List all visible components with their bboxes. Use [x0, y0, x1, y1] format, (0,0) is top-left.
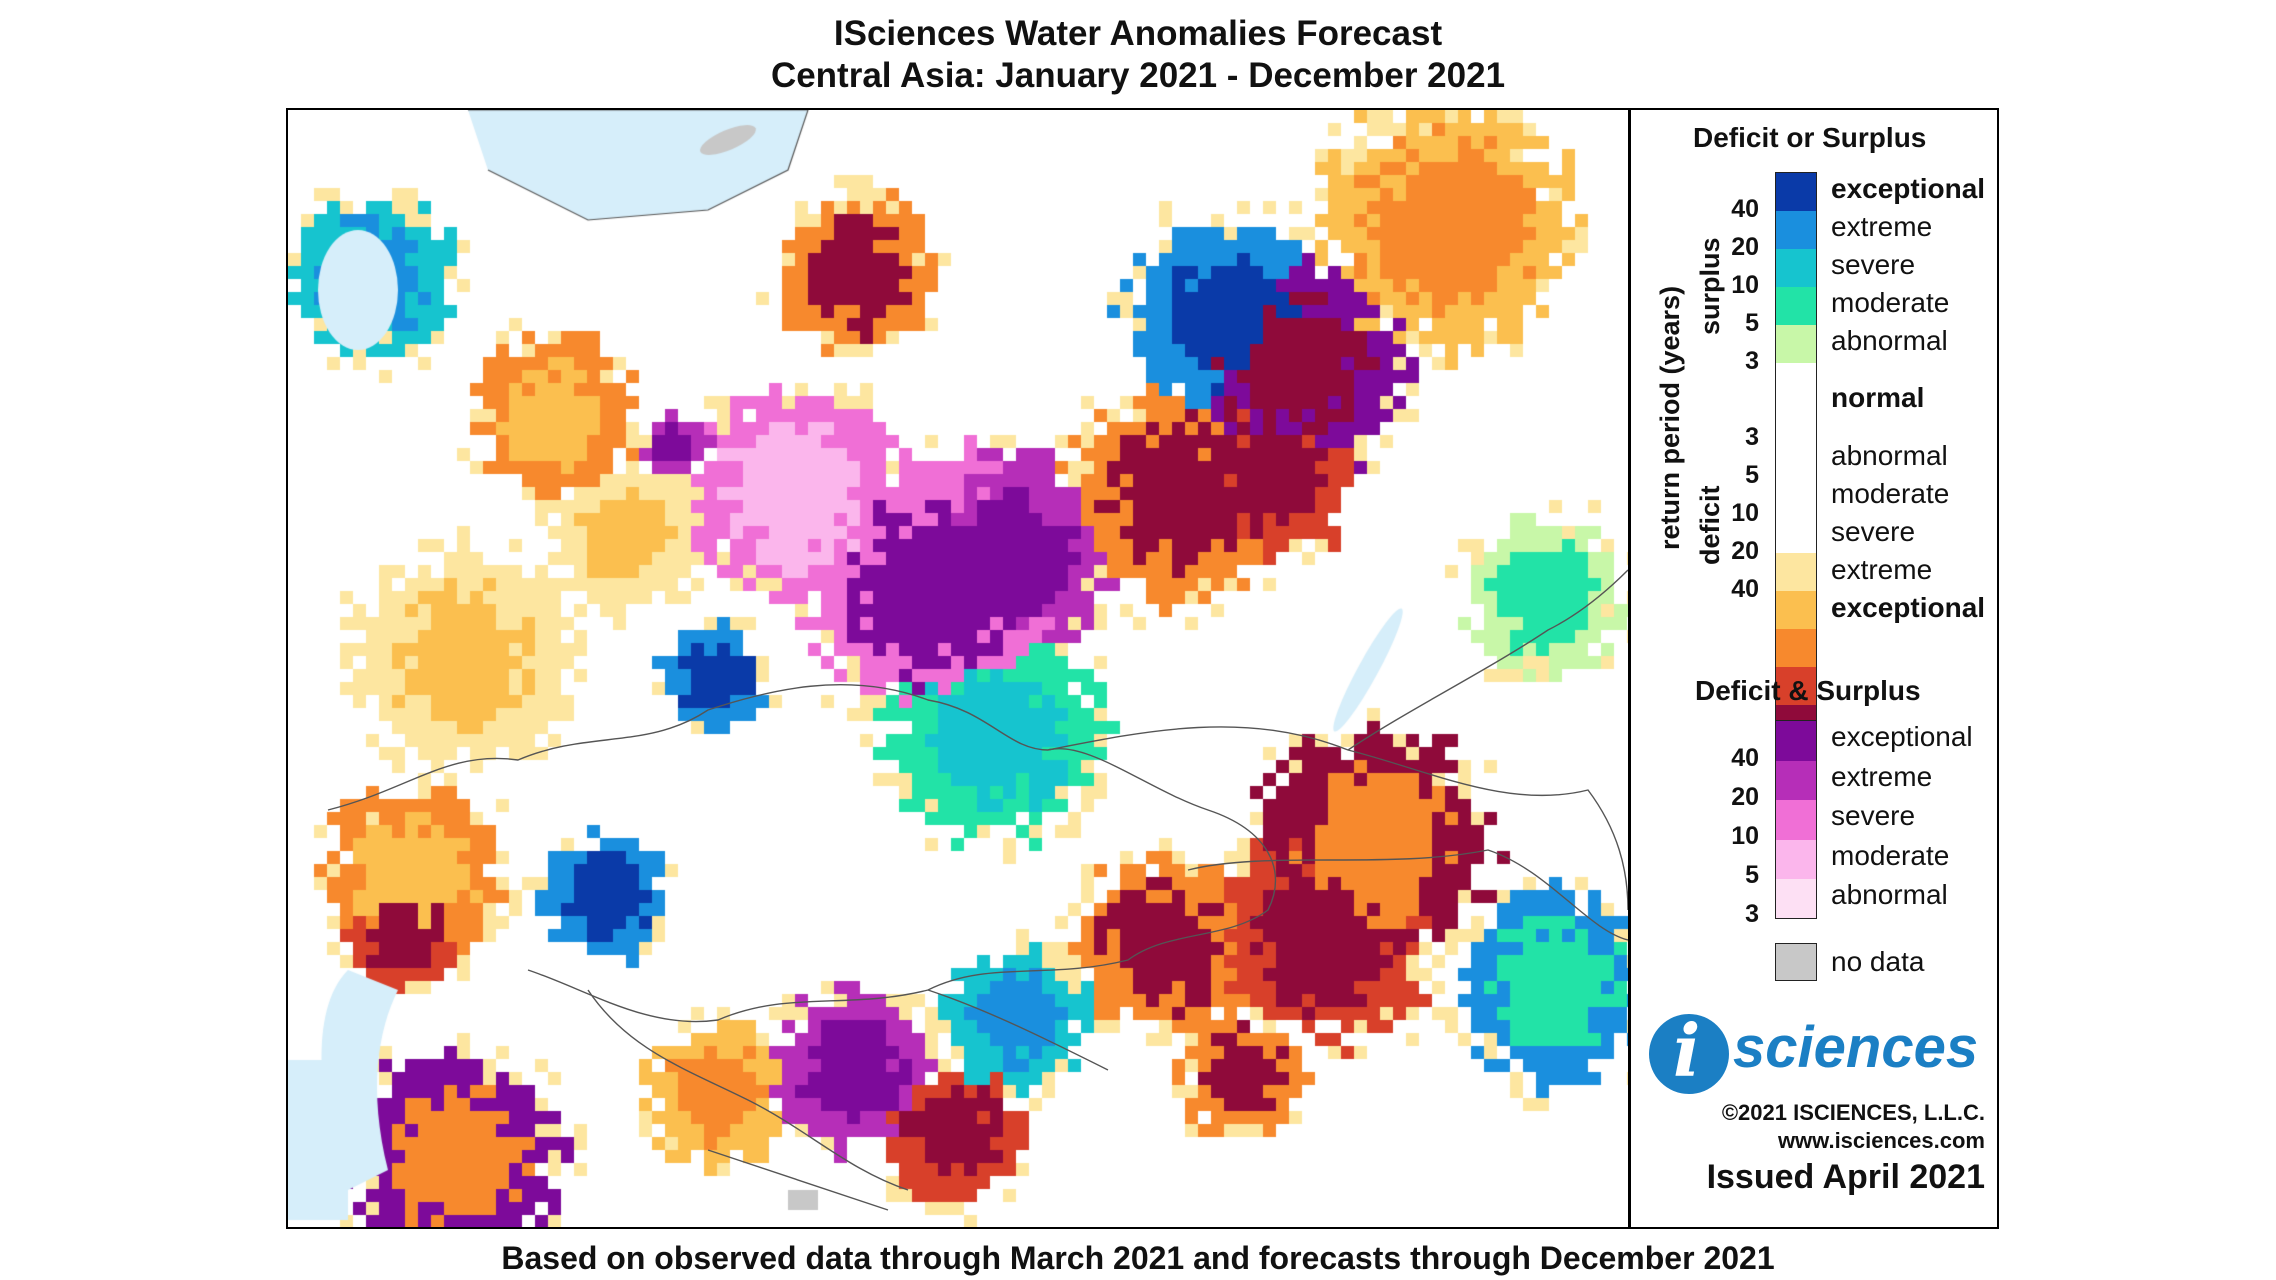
copyright: ©2021 ISCIENCES, L.L.C. [1721, 1100, 1985, 1125]
map-subtitle: Central Asia: January 2021 - December 20… [770, 56, 1506, 95]
uzbekistan-border [587, 989, 909, 1191]
tick-both-10: 10 [1731, 822, 1759, 850]
china-border [1047, 726, 1628, 911]
tick-deficit-40: 40 [1731, 575, 1759, 603]
swatch-surplus-exceptional [1776, 173, 1816, 211]
tick-deficit-10: 10 [1731, 499, 1759, 527]
label-both-severe: severe [1831, 800, 1916, 831]
logo-circle-icon [1649, 1014, 1729, 1094]
label-no-data: no data [1831, 946, 1925, 977]
deficit-and-surplus-colorbar [1775, 720, 1817, 919]
anomaly-map [286, 108, 1630, 1229]
tick-surplus-20: 20 [1731, 233, 1759, 261]
label-surplus-abnormal: abnormal [1831, 325, 1948, 356]
label-surplus-extreme: extreme [1831, 211, 1933, 242]
legend-panel: Deficit or Surplus return period (years)… [1629, 108, 1999, 1229]
tick-deficit-5: 5 [1745, 461, 1759, 489]
swatch-deficit-severe [1776, 629, 1816, 667]
tick-surplus-40: 40 [1731, 195, 1759, 223]
label-deficit-extreme: extreme [1831, 554, 1933, 585]
swatch-surplus-moderate [1776, 287, 1816, 325]
return-period-label: return period (years) [1655, 285, 1685, 550]
data-note: Based on observed data through March 202… [501, 1240, 1775, 1276]
mongolia-border [1187, 849, 1628, 941]
label-normal: normal [1831, 382, 1925, 413]
logo-text: sciences [1733, 1015, 1979, 1080]
afghan-border [707, 1149, 889, 1211]
tick-both-3: 3 [1745, 900, 1759, 928]
tick-surplus-5: 5 [1745, 309, 1759, 337]
tick-both-40: 40 [1731, 744, 1759, 772]
swatch-surplus-severe [1776, 249, 1816, 287]
issued-date: Issued April 2021 [1706, 1158, 1985, 1196]
kyrgyz-border [927, 989, 1109, 1071]
russia-east-border [1347, 569, 1628, 751]
swatch-both-extreme [1776, 761, 1816, 800]
swatch-surplus-abnormal [1776, 325, 1816, 363]
label-deficit-exceptional: exceptional [1831, 592, 1986, 623]
label-both-extreme: extreme [1831, 761, 1933, 792]
tick-deficit-3: 3 [1745, 423, 1759, 451]
swatch-deficit-moderate [1776, 591, 1816, 629]
deficit-surplus-colorbar [1775, 172, 1817, 744]
anomaly-map-canvas [288, 110, 1628, 1227]
boundary-overlay [327, 569, 1628, 1211]
tick-surplus-3: 3 [1745, 347, 1759, 375]
tick-both-20: 20 [1731, 783, 1759, 811]
swatch-surplus-extreme [1776, 211, 1816, 249]
legend-title-deficit-and-surplus: Deficit & Surplus [1695, 675, 1921, 706]
map-title: ISciences Water Anomalies Forecast [833, 14, 1443, 53]
swatch-both-moderate [1776, 840, 1816, 879]
legend-title-deficit-or-surplus: Deficit or Surplus [1693, 122, 1927, 153]
tick-both-5: 5 [1745, 861, 1759, 889]
label-deficit-severe: severe [1831, 516, 1916, 547]
tick-surplus-10: 10 [1731, 271, 1759, 299]
website-link[interactable]: www.isciences.com [1777, 1128, 1985, 1153]
label-deficit-abnormal: abnormal [1831, 440, 1948, 471]
swatch-deficit-abnormal [1776, 553, 1816, 591]
label-both-abnormal: abnormal [1831, 879, 1948, 910]
label-surplus-exceptional: exceptional [1831, 173, 1986, 204]
swatch-both-severe [1776, 800, 1816, 840]
logo-i: i [1673, 1008, 1701, 1093]
tick-deficit-20: 20 [1731, 537, 1759, 565]
swatch-normal [1776, 363, 1816, 553]
label-both-moderate: moderate [1831, 840, 1950, 871]
label-surplus-severe: severe [1831, 249, 1916, 280]
kazakhstan-border [327, 684, 1277, 1023]
label-both-exceptional: exceptional [1831, 721, 1973, 752]
swatch-deficit-extreme [1776, 667, 1816, 705]
swatch-both-abnormal [1776, 879, 1816, 918]
swatch-both-exceptional [1776, 721, 1816, 761]
isciences-logo: i sciences [1649, 1008, 1989, 1100]
label-deficit-moderate: moderate [1831, 478, 1950, 509]
label-surplus-moderate: moderate [1831, 287, 1950, 318]
swatch-no-data [1775, 943, 1817, 981]
